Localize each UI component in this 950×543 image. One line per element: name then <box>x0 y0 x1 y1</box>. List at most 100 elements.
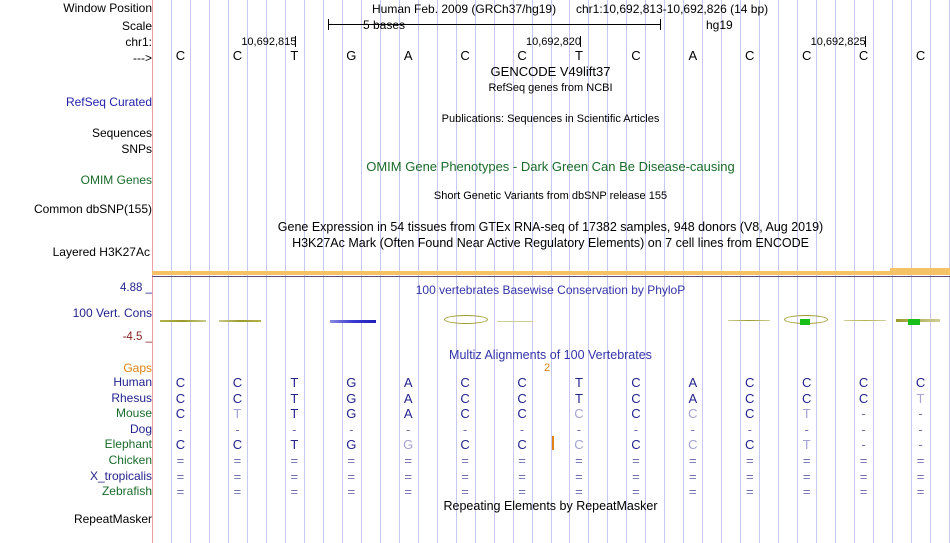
alignment-base: T <box>802 406 811 422</box>
track-label-omim-genes[interactable]: OMIM Genes <box>80 173 152 187</box>
alignment-base: = <box>233 468 242 484</box>
alignment-base: C <box>745 390 755 406</box>
track-title-publications[interactable]: Publications: Sequences in Scientific Ar… <box>441 113 660 125</box>
track-label-refseq-curated[interactable]: RefSeq Curated <box>65 95 152 109</box>
ruler-base-c[interactable]: C <box>232 48 243 63</box>
alignment-base: = <box>575 453 583 468</box>
cons-bar <box>219 320 261 322</box>
position-text[interactable]: chr1:10,692,813-10,692,826 (14 bp) <box>576 2 769 16</box>
track-title-multiz[interactable]: Multiz Alignments of 100 Vertebrates <box>449 348 652 362</box>
alignment-base: T <box>574 375 583 390</box>
alignment-base: - <box>861 421 866 437</box>
alignment-base: = <box>518 484 526 500</box>
alignment-base: - <box>235 421 240 437</box>
species-label-elephant[interactable]: Elephant <box>104 437 152 452</box>
alignment-base: - <box>406 421 411 437</box>
alignment-base: = <box>404 468 412 484</box>
track-title-repeatmasker[interactable]: Repeating Elements by RepeatMasker <box>443 499 658 513</box>
ruler-base-a[interactable]: A <box>688 48 698 63</box>
track-label-layered-h3k27ac[interactable]: Layered H3K27Ac <box>52 245 150 259</box>
alignment-base: = <box>575 484 583 500</box>
track-title-refseq[interactable]: RefSeq genes from NCBI <box>488 82 613 94</box>
ruler-base-a[interactable]: A <box>403 48 413 63</box>
alignment-base: = <box>176 453 185 468</box>
species-label-x_tropicalis[interactable]: X_tropicalis <box>89 468 152 483</box>
track-title-h3k27ac[interactable]: H3K27Ac Mark (Often Found Near Active Re… <box>292 236 809 250</box>
track-title-phylop[interactable]: 100 vertebrates Basewise Conservation by… <box>415 283 686 297</box>
alignment-base: C <box>631 375 641 390</box>
alignment-base: A <box>403 375 413 390</box>
alignment-base: C <box>232 375 243 390</box>
species-label-dog[interactable]: Dog <box>129 421 152 436</box>
alignment-base: - <box>292 421 297 437</box>
ruler-base-c[interactable]: C <box>745 48 755 63</box>
alignment-base: A <box>403 390 413 406</box>
alignment-base: - <box>349 421 354 437</box>
ruler-base-c[interactable]: C <box>517 48 527 63</box>
species-label-human[interactable]: Human <box>113 375 152 389</box>
ruler-base-t[interactable]: T <box>290 48 299 63</box>
alignment-base: - <box>861 437 866 453</box>
ruler-base-c[interactable]: C <box>801 48 812 63</box>
label-scale: Scale <box>121 19 152 33</box>
ruler-base-c[interactable]: C <box>915 48 926 63</box>
alignment-base: = <box>916 484 925 500</box>
alignment-base: = <box>404 484 412 500</box>
alignment-base: = <box>916 468 925 484</box>
alignment-base: C <box>517 437 527 453</box>
ruler-base-c[interactable]: C <box>460 48 470 63</box>
alignment-base: G <box>346 375 357 390</box>
species-label-mouse[interactable]: Mouse <box>115 406 152 421</box>
track-label-repeatmasker[interactable]: RepeatMasker <box>73 512 152 526</box>
track-title-gencode[interactable]: GENCODE V49lift37 <box>490 64 611 79</box>
track-label-sequences[interactable]: Sequences <box>91 126 152 140</box>
alignment-base: - <box>861 406 866 422</box>
alignment-base: C <box>631 390 641 406</box>
track-title-omim[interactable]: OMIM Gene Phenotypes - Dark Green Can Be… <box>366 159 735 174</box>
alignment-base: T <box>916 390 925 406</box>
conservation-top-line <box>152 276 950 277</box>
ruler-base-t[interactable]: T <box>574 48 583 63</box>
gaps-insert-bar <box>552 436 554 450</box>
cons-green-marker <box>800 319 810 325</box>
ruler-base-c[interactable]: C <box>175 48 186 63</box>
species-label-chicken[interactable]: Chicken <box>108 453 152 467</box>
alignment-base: C <box>175 437 186 453</box>
track-label-snps[interactable]: SNPs <box>121 142 152 156</box>
alignment-base: C <box>517 375 527 390</box>
alignment-base: - <box>918 421 923 437</box>
species-label-zebrafish[interactable]: Zebrafish <box>101 484 152 499</box>
alignment-base: T <box>290 390 299 406</box>
ruler-base-g[interactable]: G <box>346 48 357 63</box>
alignment-base: C <box>460 375 470 390</box>
conservation-min-label: -4.5 _ <box>122 331 152 343</box>
alignment-base: C <box>745 406 755 422</box>
species-label-rhesus[interactable]: Rhesus <box>111 390 152 405</box>
alignment-base: C <box>688 406 698 422</box>
alignment-base: C <box>745 437 755 453</box>
alignment-base: - <box>633 421 639 437</box>
track-title-dbsnp[interactable]: Short Genetic Variants from dbSNP releas… <box>433 190 668 202</box>
alignment-base: - <box>519 421 525 437</box>
ruler-base-c[interactable]: C <box>631 48 641 63</box>
alignment-base: - <box>918 437 923 453</box>
alignment-base: G <box>346 390 357 406</box>
label-strand-arrow: ---> <box>133 51 152 65</box>
h3k27ac-signal-bar <box>152 271 950 275</box>
alignment-base: = <box>461 453 469 468</box>
track-label-common-dbsnp[interactable]: Common dbSNP(155) <box>33 202 152 216</box>
alignment-base: = <box>802 484 811 500</box>
alignment-base: = <box>290 484 299 500</box>
track-label-100-vert-cons[interactable]: 100 Vert. Cons <box>72 306 152 320</box>
alignment-label-gaps: Gaps <box>123 361 152 375</box>
gaps-count: 2 <box>543 362 551 374</box>
alignment-base: = <box>575 468 583 484</box>
track-title-gtex[interactable]: Gene Expression in 54 tissues from GTEx … <box>277 220 824 234</box>
ruler-base-c[interactable]: C <box>858 48 869 63</box>
alignment-base: = <box>347 453 356 468</box>
ruler-tick <box>864 36 866 47</box>
alignment-base: T <box>574 390 583 406</box>
alignment-base: - <box>576 421 582 437</box>
alignment-base: C <box>801 375 812 390</box>
alignment-base: = <box>689 468 697 484</box>
